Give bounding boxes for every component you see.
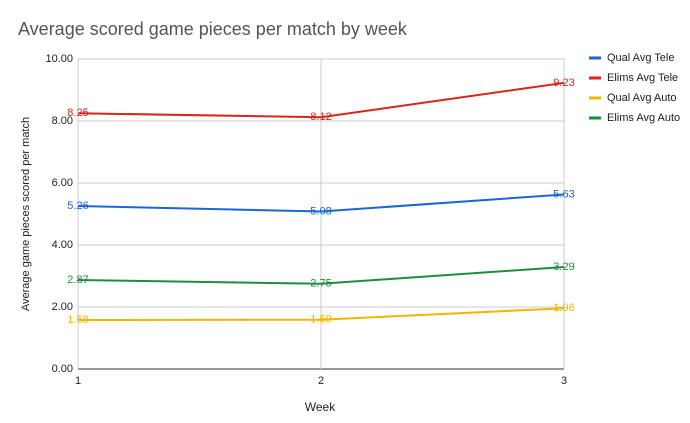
series-line xyxy=(77,307,565,322)
y-tick-label: 10.00 xyxy=(45,53,73,65)
data-label: 3.29 xyxy=(553,261,574,273)
y-tick-label: 8.00 xyxy=(52,115,73,127)
series-line xyxy=(77,81,565,119)
y-tick-label: 4.00 xyxy=(52,239,73,251)
legend-label: Elims Avg Tele xyxy=(607,72,678,84)
legend-label: Elims Avg Auto xyxy=(607,112,680,124)
chart-title: Average scored game pieces per match by … xyxy=(18,19,408,39)
x-axis-label: Week xyxy=(305,400,336,414)
x-tick-label: 1 xyxy=(75,375,81,387)
data-label: 5.63 xyxy=(553,188,574,200)
y-axis-label: Average game pieces scored per match xyxy=(20,117,32,311)
legend-label: Qual Avg Auto xyxy=(607,92,677,104)
x-tick-label: 3 xyxy=(561,375,567,387)
y-tick-label: 2.00 xyxy=(52,301,73,313)
data-label: 1.58 xyxy=(67,314,88,326)
data-label: 2.87 xyxy=(67,274,88,286)
y-tick-label: 6.00 xyxy=(52,177,73,189)
data-label: 8.12 xyxy=(310,111,331,123)
data-label: 5.08 xyxy=(310,205,331,217)
data-label: 2.75 xyxy=(310,278,331,290)
data-label: 9.23 xyxy=(553,77,574,89)
x-tick-label: 2 xyxy=(318,375,324,387)
data-label: 1.59 xyxy=(310,314,331,326)
y-tick-label: 0.00 xyxy=(52,363,73,375)
data-label: 5.26 xyxy=(67,200,88,212)
data-label: 8.25 xyxy=(67,107,88,119)
data-label: 1.96 xyxy=(553,302,574,314)
series-line xyxy=(77,266,565,285)
legend-label: Qual Avg Tele xyxy=(607,52,674,64)
series-line xyxy=(77,193,565,213)
